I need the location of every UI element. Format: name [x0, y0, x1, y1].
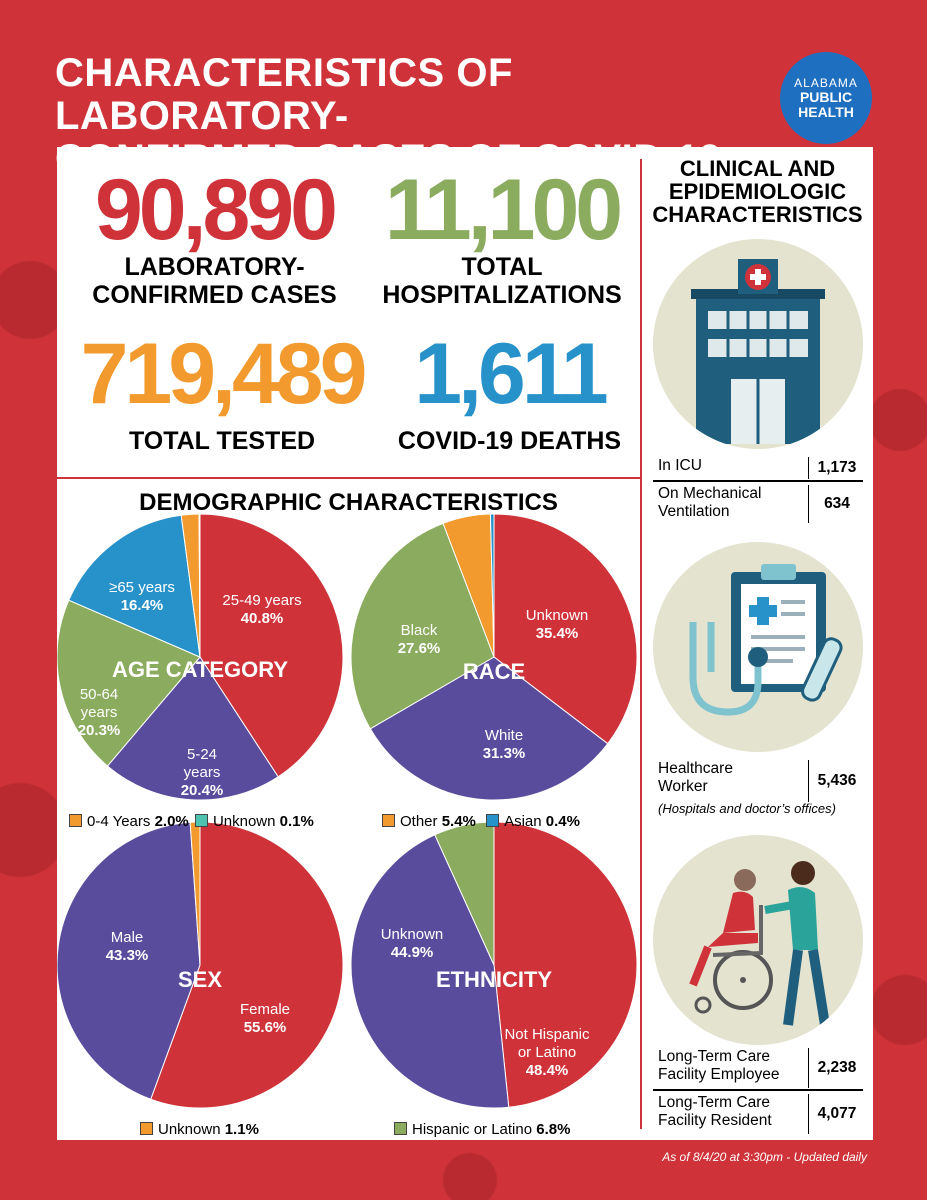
pie-3-label-0-name: or Latino [518, 1044, 576, 1061]
updated-note: As of 8/4/20 at 3:30pm - Updated daily [662, 1150, 867, 1164]
pie-3-label-0-name: Not Hispanic [504, 1026, 590, 1043]
stat-tested: 719,489 TOTAL TESTED [57, 329, 387, 455]
stat-deaths: 1,611 COVID-19 DEATHS [377, 329, 642, 455]
legend-swatch [394, 1122, 407, 1135]
pie-1-title: RACE [463, 659, 525, 684]
legend-sex: Unknown 1.1% [140, 1121, 259, 1138]
legend-swatch [140, 1122, 153, 1135]
healthcare-worker-note: (Hospitals and doctor’s offices) [658, 801, 836, 816]
pie-0-label-1-value: 20.4% [181, 782, 224, 799]
wheelchair-care-icon [653, 835, 863, 1045]
stat-hosp-value: 11,100 [384, 162, 623, 258]
pie-0-slice-3 [68, 514, 201, 658]
stat-hosp-label: TOTAL HOSPITALIZATIONS [382, 253, 622, 309]
clipboard-stethoscope-icon [653, 542, 863, 752]
pie-3-title: ETHNICITY [436, 967, 552, 992]
row-ltc-resident: Long-Term Care Facility Resident 4,077 [658, 1094, 864, 1134]
pie-1-label-2-name: Black [401, 622, 438, 639]
horizontal-divider [57, 477, 640, 479]
stat-cases-value: 90,890 [94, 162, 338, 258]
legend-swatch [382, 814, 395, 827]
demographics-title: DEMOGRAPHIC CHARACTERISTICS [139, 489, 558, 516]
pie-0-label-3-value: 16.4% [121, 597, 164, 614]
pie-1-slice-1 [369, 656, 609, 801]
pie-1-slice-4 [489, 513, 495, 658]
clinical-title: CLINICAL AND EPIDEMIOLOGIC CHARACTERISTI… [652, 156, 863, 227]
pie-2-label-0-value: 55.6% [244, 1019, 287, 1036]
pie-2-label-1-value: 43.3% [106, 947, 149, 964]
stat-deaths-label: COVID-19 DEATHS [397, 427, 622, 455]
pie-0-slice-1 [106, 656, 279, 801]
pie-0-label-0-value: 40.8% [241, 610, 284, 627]
legend-swatch [194, 814, 208, 827]
pie-1-label-2-value: 27.6% [398, 640, 441, 657]
pie-2-title: SEX [178, 967, 222, 992]
pie-1-label-1-value: 31.3% [483, 745, 526, 762]
pie-2-label-0-name: Female [240, 1001, 290, 1018]
legend-ethnicity: Hispanic or Latino 6.8% [394, 1121, 570, 1138]
stat-hospitalizations: 11,100 TOTAL HOSPITALIZATIONS [367, 165, 637, 309]
legend-item-other: Other 5.4% [382, 813, 476, 830]
pie-2-slice-0 [150, 821, 344, 1109]
row-ventilation: On Mechanical Ventilation 634 [658, 485, 864, 523]
pie-0-label-0-name: 25-49 years [222, 592, 301, 609]
legend-item-asian: Asian 0.4% [486, 813, 580, 830]
stat-cases-label: LABORATORY- CONFIRMED CASES [92, 253, 337, 309]
pie-1-label-1-name: White [485, 727, 523, 744]
row-ltc-employee: Long-Term Care Facility Employee 2,238 [658, 1048, 864, 1088]
pie-0-slice-5 [198, 513, 201, 658]
row-healthcare-worker: Healthcare Worker 5,436 [658, 760, 864, 802]
alabama-public-health-logo: ALABAMA PUBLIC HEALTH [780, 52, 872, 144]
row-icu: In ICU 1,173 [658, 457, 864, 479]
content-panel: 90,890 LABORATORY- CONFIRMED CASES 11,10… [57, 147, 873, 1140]
legend-age: 0-4 Years 2.0% Unknown 0.1% [69, 813, 314, 830]
legend-race: Other 5.4% Asian 0.4% [382, 813, 580, 830]
stat-cases: 90,890 LABORATORY- CONFIRMED CASES [57, 165, 372, 309]
pie-1-slice-0 [493, 513, 638, 745]
pie-0-label-1-name: 5-24 [187, 746, 217, 763]
stat-deaths-value: 1,611 [414, 326, 608, 422]
pie-0-title: AGE CATEGORY [112, 657, 288, 682]
stat-tested-label: TOTAL TESTED [128, 427, 316, 455]
legend-item-0-4: 0-4 Years 2.0% [69, 813, 189, 830]
row-divider [653, 1089, 863, 1091]
pie-3-label-0-value: 48.4% [526, 1062, 569, 1079]
pie-3-label-1-name: Unknown [381, 926, 444, 943]
pie-2-slice-1 [57, 821, 201, 1100]
pie-3-label-1-value: 44.9% [391, 944, 434, 961]
legend-swatch [69, 814, 82, 827]
pie-0-label-3-name: ≥65 years [109, 579, 175, 596]
pie-3-slice-0 [493, 821, 638, 1108]
row-divider [653, 480, 863, 482]
pie-0-label-2-name: 50-64 [80, 686, 118, 703]
pie-1-label-0-value: 35.4% [536, 625, 579, 642]
hospital-icon [653, 239, 863, 449]
pie-2-label-1-name: Male [111, 929, 144, 946]
pie-0-label-2-value: 20.3% [78, 722, 121, 739]
legend-swatch [486, 814, 500, 827]
vertical-divider [640, 159, 642, 1129]
pie-1-label-0-name: Unknown [526, 607, 589, 624]
pie-1-slice-2 [350, 522, 495, 730]
pie-3-slice-1 [350, 834, 510, 1109]
pie-0-label-2-name: years [81, 704, 118, 721]
pie-0-label-1-name: years [184, 764, 221, 781]
legend-item-unknown: Unknown 0.1% [194, 813, 314, 830]
stat-tested-value: 719,489 [80, 326, 368, 422]
